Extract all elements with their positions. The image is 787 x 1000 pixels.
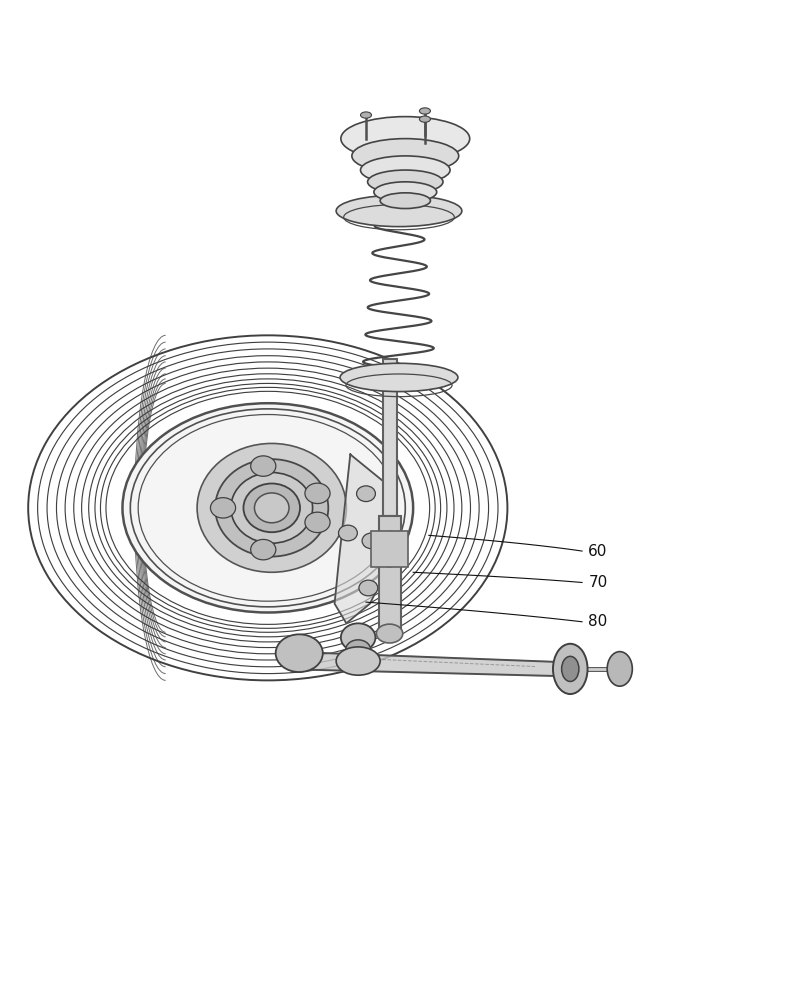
Ellipse shape	[419, 108, 430, 114]
Ellipse shape	[336, 195, 462, 227]
Ellipse shape	[275, 634, 323, 672]
Ellipse shape	[376, 624, 403, 643]
Ellipse shape	[608, 652, 632, 686]
Ellipse shape	[419, 116, 430, 122]
Text: 70: 70	[589, 575, 608, 590]
Polygon shape	[307, 652, 555, 676]
Ellipse shape	[553, 644, 588, 694]
Ellipse shape	[338, 525, 357, 541]
Ellipse shape	[374, 182, 437, 202]
Ellipse shape	[251, 539, 275, 560]
Ellipse shape	[341, 117, 470, 161]
Ellipse shape	[123, 403, 413, 612]
Polygon shape	[334, 454, 392, 623]
Ellipse shape	[380, 193, 430, 209]
Ellipse shape	[378, 531, 401, 567]
Ellipse shape	[562, 656, 579, 681]
Ellipse shape	[352, 139, 459, 173]
Ellipse shape	[215, 459, 328, 557]
Ellipse shape	[197, 443, 346, 572]
Ellipse shape	[362, 533, 381, 549]
Bar	[371, 531, 408, 567]
Ellipse shape	[243, 484, 300, 532]
Ellipse shape	[251, 456, 275, 476]
Ellipse shape	[210, 498, 235, 518]
Ellipse shape	[305, 512, 330, 533]
FancyBboxPatch shape	[379, 516, 401, 634]
Ellipse shape	[341, 623, 375, 652]
FancyBboxPatch shape	[382, 359, 397, 516]
Ellipse shape	[254, 493, 289, 523]
Ellipse shape	[360, 156, 450, 184]
Ellipse shape	[357, 486, 375, 502]
Ellipse shape	[368, 170, 443, 194]
Ellipse shape	[359, 580, 378, 596]
Ellipse shape	[360, 112, 371, 118]
Ellipse shape	[345, 640, 371, 660]
Text: 80: 80	[589, 614, 608, 629]
Ellipse shape	[305, 483, 330, 504]
Ellipse shape	[340, 363, 458, 392]
Ellipse shape	[336, 647, 380, 675]
Ellipse shape	[231, 473, 312, 543]
Text: 60: 60	[589, 544, 608, 559]
